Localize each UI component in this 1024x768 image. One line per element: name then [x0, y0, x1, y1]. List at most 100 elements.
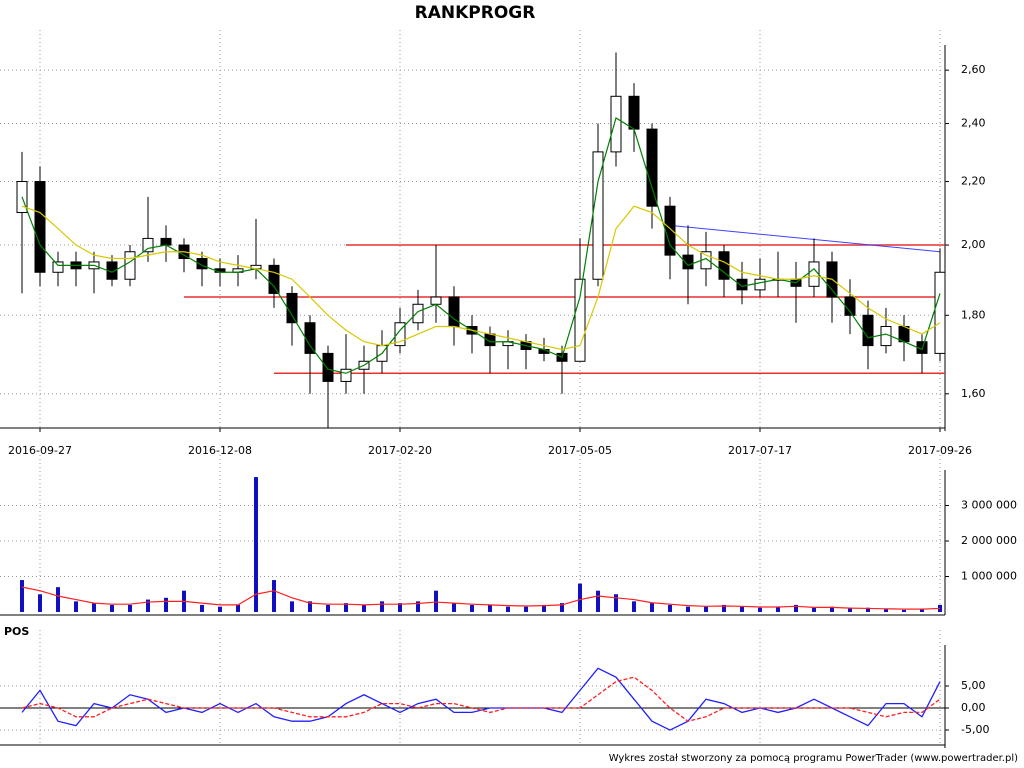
bar	[488, 604, 492, 612]
y-tick-label: -5,00	[961, 723, 989, 736]
candle-body	[286, 292, 298, 324]
bar	[92, 603, 96, 612]
bar	[560, 603, 564, 612]
bar	[650, 603, 654, 612]
candle-body	[646, 128, 658, 207]
bar	[38, 594, 42, 612]
bar	[74, 601, 78, 612]
footer: Wykres został stworzony za pomocą progra…	[609, 753, 1018, 764]
candle-body	[268, 264, 280, 294]
bar	[434, 590, 438, 612]
bar	[776, 606, 780, 612]
bar	[362, 604, 366, 612]
candle-body	[574, 278, 586, 362]
bar	[128, 604, 132, 612]
x-tick-label: 2016-12-08	[188, 444, 252, 457]
x-tick-label: 2017-07-17	[728, 444, 792, 457]
chart-title: RANKPROGR	[415, 3, 536, 23]
trend-line	[669, 224, 941, 253]
y-tick-label: 0,00	[961, 701, 986, 714]
bar	[308, 601, 312, 612]
bar	[704, 606, 708, 612]
pos-line	[21, 667, 941, 731]
bar	[542, 604, 546, 612]
bar	[380, 601, 384, 612]
candle-body	[934, 271, 946, 354]
bar	[110, 604, 114, 612]
candle-body	[34, 181, 46, 273]
bar	[326, 604, 330, 612]
bar	[236, 604, 240, 612]
bar	[866, 607, 870, 612]
y-tick-label: 2,00	[961, 238, 986, 251]
bar	[20, 580, 24, 612]
bar	[506, 606, 510, 612]
bar	[722, 604, 726, 612]
y-tick-label: 2,60	[961, 63, 986, 76]
y-tick-label: 5,00	[961, 679, 986, 692]
bar	[218, 606, 222, 612]
bar	[56, 587, 60, 612]
y-tick-label: 1,60	[961, 387, 986, 400]
candle-body	[124, 251, 136, 280]
y-tick-label: 1,80	[961, 308, 986, 321]
pos-line	[21, 676, 941, 722]
candle-body	[196, 258, 208, 270]
bar	[614, 594, 618, 612]
candle-body	[394, 322, 406, 347]
y-tick-label: 2,40	[961, 117, 986, 130]
moving-average	[21, 205, 941, 351]
x-tick-label: 2017-09-26	[908, 444, 972, 457]
candle-body	[754, 278, 766, 291]
y-tick-label: 2 000 000	[961, 534, 1017, 547]
candle-body	[628, 95, 640, 130]
panel-title: POS	[4, 625, 29, 638]
bar	[596, 590, 600, 612]
bar	[272, 580, 276, 612]
candle-body	[862, 314, 874, 347]
bar	[290, 601, 294, 612]
candle-body	[430, 296, 442, 305]
bar	[146, 599, 150, 612]
bar	[200, 604, 204, 612]
candle-body	[448, 296, 460, 327]
bar	[452, 603, 456, 612]
candle-body	[610, 95, 622, 153]
candle-body	[340, 368, 352, 382]
bar	[578, 583, 582, 612]
bar	[254, 477, 258, 612]
bar	[794, 604, 798, 612]
candle-body	[304, 322, 316, 354]
bar	[758, 607, 762, 612]
candle-body	[898, 325, 910, 343]
candle-body	[736, 278, 748, 291]
candle-body	[160, 237, 172, 246]
moving-average	[21, 117, 941, 374]
y-tick-label: 3 000 000	[961, 499, 1017, 512]
bar	[524, 606, 528, 612]
x-tick-label: 2017-02-20	[368, 444, 432, 457]
bar	[632, 601, 636, 612]
candle-body	[682, 254, 694, 270]
y-tick-label: 1 000 000	[961, 570, 1017, 583]
bar	[686, 606, 690, 612]
bar	[344, 603, 348, 612]
bar	[470, 604, 474, 612]
bar	[848, 608, 852, 612]
candle-body	[52, 261, 64, 273]
volume-average	[21, 586, 941, 610]
x-tick-label: 2017-05-05	[548, 444, 612, 457]
bar	[164, 597, 168, 612]
bar	[920, 609, 924, 612]
bar	[740, 606, 744, 612]
bar	[668, 604, 672, 612]
bar	[830, 606, 834, 612]
candle-body	[412, 303, 424, 324]
candle-body	[322, 352, 334, 382]
bar	[884, 609, 888, 612]
y-tick-label: 2,20	[961, 175, 986, 188]
candle-body	[664, 205, 676, 256]
candle-body	[718, 251, 730, 280]
bar	[812, 607, 816, 612]
